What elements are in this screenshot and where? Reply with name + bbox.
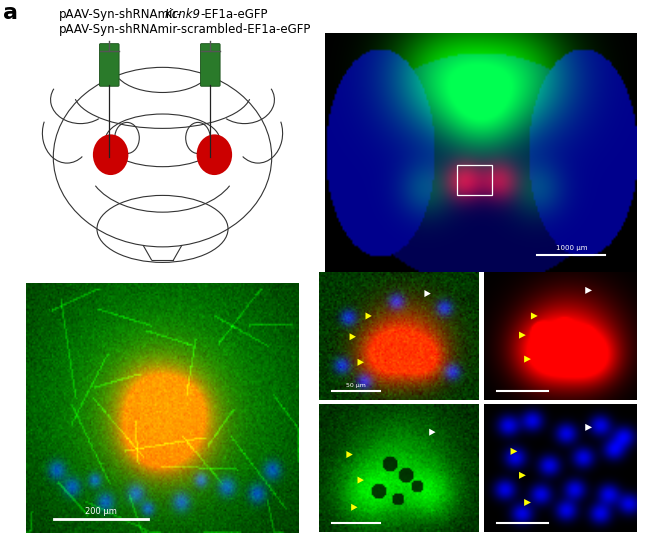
Bar [456, 165, 492, 195]
Polygon shape [424, 290, 431, 297]
Text: pAAV-Syn-shRNAmir-scrambled-EF1a-eGFP: pAAV-Syn-shRNAmir-scrambled-EF1a-eGFP [58, 23, 311, 36]
Text: 50 μm: 50 μm [346, 383, 366, 388]
Polygon shape [346, 451, 353, 458]
Polygon shape [585, 287, 592, 294]
Text: 1000 μm: 1000 μm [556, 245, 588, 251]
Polygon shape [358, 359, 364, 366]
Text: Kcnk9: Kcnk9 [164, 8, 200, 21]
Polygon shape [519, 472, 526, 479]
Polygon shape [510, 448, 517, 455]
FancyBboxPatch shape [99, 44, 119, 86]
Polygon shape [351, 504, 358, 511]
Polygon shape [524, 356, 531, 363]
Polygon shape [524, 499, 531, 506]
Polygon shape [531, 312, 538, 319]
Text: 200 μm: 200 μm [85, 506, 117, 516]
Polygon shape [585, 424, 592, 431]
Polygon shape [429, 429, 436, 436]
FancyBboxPatch shape [200, 44, 220, 86]
Text: a: a [3, 3, 18, 23]
Polygon shape [365, 312, 372, 319]
Text: -EF1a-eGFP: -EF1a-eGFP [200, 8, 268, 21]
Text: pAAV-Syn-shRNAmir-: pAAV-Syn-shRNAmir- [58, 8, 181, 21]
Polygon shape [519, 332, 526, 338]
Polygon shape [358, 477, 364, 484]
Ellipse shape [93, 134, 129, 175]
Ellipse shape [196, 134, 232, 175]
Polygon shape [350, 333, 356, 340]
